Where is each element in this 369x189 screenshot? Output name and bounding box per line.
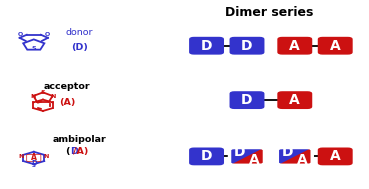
Text: D: D (70, 147, 78, 156)
Text: A: A (297, 153, 308, 167)
Text: O: O (44, 32, 49, 37)
FancyBboxPatch shape (277, 37, 312, 55)
Text: A: A (289, 93, 300, 107)
FancyBboxPatch shape (318, 147, 353, 165)
Polygon shape (277, 147, 312, 165)
FancyBboxPatch shape (230, 147, 265, 165)
Text: A: A (31, 153, 37, 163)
Text: /A): /A) (73, 147, 89, 156)
Text: (: ( (65, 147, 69, 156)
Text: D: D (234, 146, 245, 160)
Text: N: N (50, 94, 55, 98)
Text: (D): (D) (71, 43, 88, 52)
Text: D: D (201, 39, 212, 53)
Text: Dimer series: Dimer series (225, 6, 313, 19)
Text: A: A (330, 39, 341, 53)
Text: A: A (249, 153, 260, 167)
Text: D: D (241, 39, 253, 53)
FancyBboxPatch shape (230, 37, 265, 55)
Text: A: A (330, 149, 341, 163)
Text: acceptor: acceptor (44, 82, 90, 91)
Text: O: O (18, 32, 23, 37)
FancyBboxPatch shape (230, 91, 265, 109)
Text: (A): (A) (59, 98, 75, 107)
Polygon shape (230, 147, 265, 165)
FancyBboxPatch shape (277, 147, 312, 165)
FancyBboxPatch shape (189, 147, 224, 165)
FancyBboxPatch shape (277, 91, 312, 109)
Text: N: N (44, 154, 49, 159)
Text: D: D (201, 149, 212, 163)
Text: N: N (18, 154, 24, 159)
FancyBboxPatch shape (318, 37, 353, 55)
FancyBboxPatch shape (189, 37, 224, 55)
Text: N: N (31, 94, 36, 98)
Text: donor: donor (66, 28, 93, 37)
Text: ambipolar: ambipolar (53, 135, 107, 144)
Text: A: A (289, 39, 300, 53)
Text: D: D (31, 160, 37, 166)
Text: D: D (241, 93, 253, 107)
Text: D: D (281, 146, 293, 160)
Text: S: S (41, 90, 45, 95)
Text: S: S (32, 163, 36, 168)
Text: S: S (31, 46, 36, 51)
